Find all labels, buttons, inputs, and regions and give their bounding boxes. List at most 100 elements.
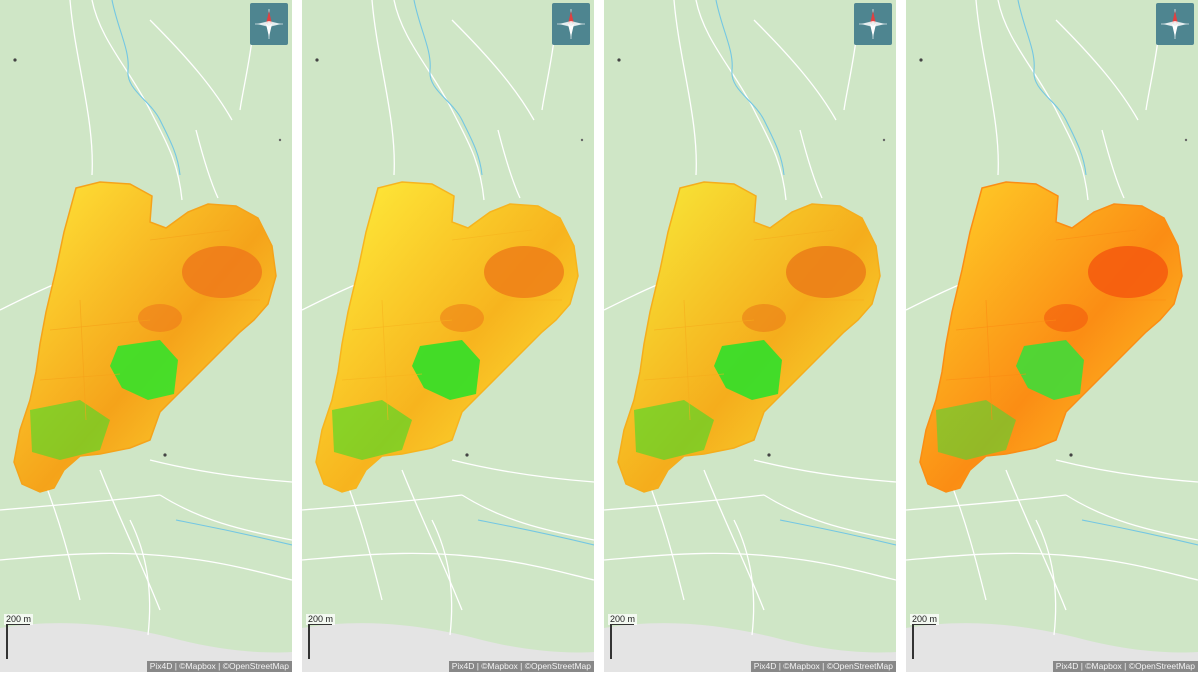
compass-north-needle bbox=[870, 11, 876, 24]
stress-zone bbox=[1044, 304, 1088, 332]
place-marker bbox=[1184, 138, 1188, 142]
field-boundary bbox=[49, 319, 151, 331]
compass-west-needle bbox=[559, 21, 571, 27]
map-attribution[interactable]: Pix4D | ©Mapbox | ©OpenStreetMap bbox=[146, 661, 292, 672]
road bbox=[733, 519, 755, 636]
healthy-zone bbox=[332, 400, 412, 460]
field-boundary bbox=[683, 299, 691, 421]
field-boundary bbox=[945, 373, 1027, 381]
field-boundary bbox=[39, 373, 121, 381]
scale-bar: 200 m bbox=[306, 614, 336, 660]
compass-east-needle bbox=[571, 21, 583, 27]
compass-south-needle bbox=[568, 24, 574, 37]
map-panel-1[interactable]: 200 m Pix4D | ©Mapbox | ©OpenStreetMap bbox=[0, 0, 292, 672]
road bbox=[302, 552, 594, 581]
map-attribution[interactable]: Pix4D | ©Mapbox | ©OpenStreetMap bbox=[1052, 661, 1198, 672]
road bbox=[431, 519, 453, 636]
road bbox=[149, 19, 233, 121]
road bbox=[1055, 459, 1198, 483]
road bbox=[91, 0, 183, 201]
field-boundary bbox=[753, 229, 835, 241]
urban-area bbox=[906, 623, 1198, 672]
place-marker bbox=[13, 58, 17, 62]
compass-button[interactable] bbox=[250, 3, 288, 45]
place-marker bbox=[767, 453, 771, 457]
scale-bar-line bbox=[308, 624, 332, 659]
road bbox=[401, 469, 463, 611]
road bbox=[159, 494, 292, 541]
field-boundary bbox=[985, 299, 993, 421]
road bbox=[371, 0, 395, 176]
place-marker bbox=[465, 453, 469, 457]
scale-label: 200 m bbox=[306, 614, 336, 625]
healthy-zone bbox=[1016, 340, 1084, 400]
waterway bbox=[413, 0, 483, 176]
map-canvas[interactable] bbox=[0, 0, 292, 672]
field-boundary bbox=[643, 373, 725, 381]
road bbox=[1005, 469, 1067, 611]
healthy-zone bbox=[110, 340, 178, 400]
place-marker bbox=[278, 138, 282, 142]
place-marker bbox=[580, 138, 584, 142]
road bbox=[673, 0, 697, 176]
scale-label: 200 m bbox=[4, 614, 34, 625]
compass-south-needle bbox=[870, 24, 876, 37]
road bbox=[302, 494, 463, 511]
scale-bar-line bbox=[610, 624, 634, 659]
map-attribution[interactable]: Pix4D | ©Mapbox | ©OpenStreetMap bbox=[750, 661, 896, 672]
road bbox=[461, 494, 594, 541]
map-panel-3[interactable]: 200 m Pix4D | ©Mapbox | ©OpenStreetMap bbox=[604, 0, 896, 672]
compass-button[interactable] bbox=[854, 3, 892, 45]
healthy-zone bbox=[634, 400, 714, 460]
compass-rose-icon bbox=[557, 9, 585, 39]
stress-zone bbox=[182, 246, 262, 298]
compass-north-needle bbox=[568, 11, 574, 24]
road bbox=[393, 0, 485, 201]
field-boundary bbox=[149, 229, 231, 241]
road bbox=[1055, 19, 1139, 121]
compass-south-needle bbox=[266, 24, 272, 37]
compass-north-needle bbox=[1172, 11, 1178, 24]
place-marker bbox=[163, 453, 167, 457]
compass-east-needle bbox=[873, 21, 885, 27]
healthy-zone bbox=[412, 340, 480, 400]
road bbox=[451, 19, 535, 121]
waterway bbox=[111, 0, 181, 176]
map-canvas[interactable] bbox=[906, 0, 1198, 672]
stress-zone bbox=[786, 246, 866, 298]
healthy-zone bbox=[936, 400, 1016, 460]
waterway bbox=[715, 0, 785, 176]
compass-east-needle bbox=[1175, 21, 1187, 27]
road bbox=[1101, 129, 1125, 199]
road bbox=[799, 129, 823, 199]
road bbox=[129, 519, 151, 636]
compass-south-needle bbox=[1172, 24, 1178, 37]
place-marker bbox=[919, 58, 923, 62]
urban-area bbox=[604, 623, 896, 672]
map-attribution[interactable]: Pix4D | ©Mapbox | ©OpenStreetMap bbox=[448, 661, 594, 672]
map-canvas[interactable] bbox=[604, 0, 896, 672]
scale-bar: 200 m bbox=[608, 614, 638, 660]
compass-button[interactable] bbox=[552, 3, 590, 45]
compass-button[interactable] bbox=[1156, 3, 1194, 45]
road bbox=[753, 19, 837, 121]
place-marker bbox=[882, 138, 886, 142]
road bbox=[703, 469, 765, 611]
road bbox=[975, 0, 999, 176]
place-marker bbox=[1069, 453, 1073, 457]
compass-west-needle bbox=[257, 21, 269, 27]
map-panel-4[interactable]: 200 m Pix4D | ©Mapbox | ©OpenStreetMap bbox=[906, 0, 1198, 672]
field-boundary bbox=[341, 373, 423, 381]
scale-label: 200 m bbox=[910, 614, 940, 625]
waterway bbox=[1017, 0, 1087, 176]
stress-zone bbox=[742, 304, 786, 332]
scale-bar-line bbox=[912, 624, 936, 659]
field-boundary bbox=[381, 299, 389, 421]
scale-bar: 200 m bbox=[910, 614, 940, 660]
map-panel-2[interactable]: 200 m Pix4D | ©Mapbox | ©OpenStreetMap bbox=[302, 0, 594, 672]
field-boundary bbox=[351, 319, 453, 331]
compass-west-needle bbox=[861, 21, 873, 27]
map-canvas[interactable] bbox=[302, 0, 594, 672]
field-boundary bbox=[79, 299, 87, 421]
waterway bbox=[175, 519, 292, 546]
